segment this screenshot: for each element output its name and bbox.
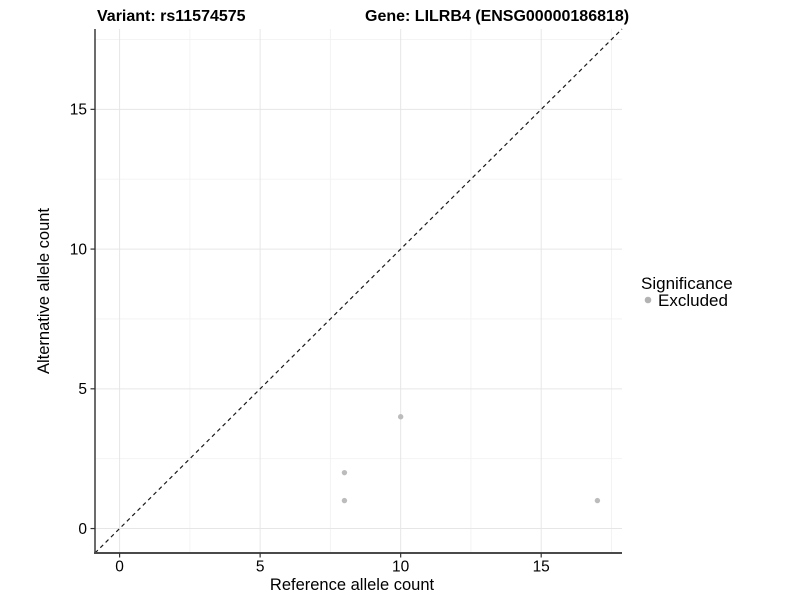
x-tick-label: 15: [533, 559, 550, 576]
y-tick-label: 5: [78, 381, 87, 398]
x-axis-title: Reference allele count: [270, 576, 435, 594]
y-tick-label: 15: [70, 102, 87, 119]
tick-marks-layer: [90, 108, 542, 558]
data-point: [341, 469, 348, 476]
data-point: [594, 497, 601, 504]
identity-reference-line: [94, 28, 623, 554]
y-tick-label: 0: [78, 521, 87, 538]
y-tick-label: 10: [70, 241, 88, 258]
major-gridlines: [95, 29, 622, 553]
minor-gridlines: [95, 29, 622, 553]
tick-labels-layer: 0 5 10 15 0 5 10 15: [70, 102, 550, 576]
legend-title: Significance: [641, 274, 733, 293]
axes-layer: [94, 29, 622, 554]
identity-reference-line-layer: [94, 28, 623, 554]
x-tick-label: 5: [256, 559, 265, 576]
legend-item-label: Excluded: [658, 291, 728, 310]
x-tick-label: 10: [392, 559, 410, 576]
data-point: [397, 414, 404, 420]
data-point: [341, 497, 348, 504]
legend: Significance Excluded: [641, 274, 733, 310]
plot-title-gene: Gene: LILRB4 (ENSG00000186818): [365, 8, 629, 25]
plot-title-variant: Variant: rs11574575: [97, 8, 246, 25]
y-axis-title: Alternative allele count: [35, 208, 53, 374]
data-points-layer: [341, 414, 601, 504]
x-tick-label: 0: [115, 559, 124, 576]
legend-key-excluded-point-icon: [644, 296, 652, 304]
